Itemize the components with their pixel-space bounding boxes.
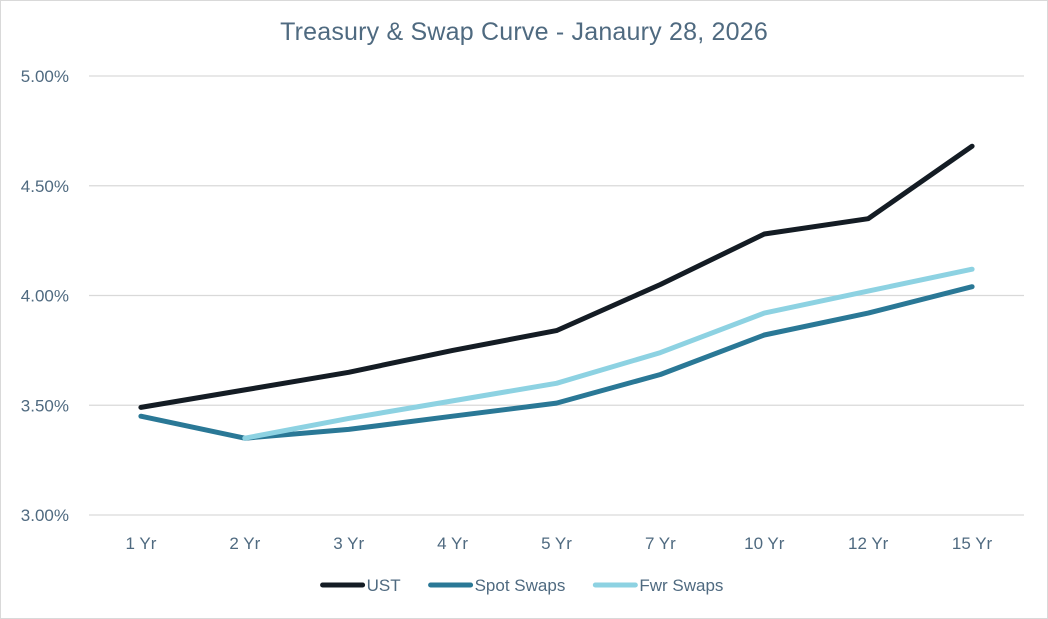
y-tick-label: 3.50% <box>21 396 69 415</box>
y-tick-label: 3.00% <box>21 506 69 525</box>
y-tick-label: 4.50% <box>21 177 69 196</box>
x-tick-label: 7 Yr <box>645 534 676 553</box>
series-lines <box>138 143 975 441</box>
legend-label: Fwr Swaps <box>639 576 723 595</box>
gridlines <box>89 75 1024 516</box>
x-tick-label: 10 Yr <box>744 534 785 553</box>
x-tick-label: 15 Yr <box>952 534 993 553</box>
legend: UST Spot Swaps Fwr Swaps <box>320 576 723 595</box>
chart-title: Treasury & Swap Curve - Janaury 28, 2026 <box>280 18 768 46</box>
x-tick-label: 12 Yr <box>848 534 889 553</box>
series-line-spot-swaps <box>138 284 975 441</box>
x-axis-ticks: 1 Yr 2 Yr 3 Yr 4 Yr 5 Yr 7 Yr 10 Yr 12 Yr 15 Yr <box>126 534 993 553</box>
legend-item-fwr-swaps: Fwr Swaps <box>592 576 723 595</box>
legend-item-spot-swaps: Spot Swaps <box>428 576 566 595</box>
series-line-fwr-swaps <box>242 266 975 441</box>
x-tick-label: 5 Yr <box>541 534 572 553</box>
x-tick-label: 1 Yr <box>126 534 157 553</box>
y-axis-ticks: 5.00% 4.50% 4.00% 3.50% 3.00% <box>21 67 69 525</box>
series-line-ust <box>138 143 975 410</box>
x-tick-label: 3 Yr <box>333 534 364 553</box>
legend-label: Spot Swaps <box>475 576 566 595</box>
y-tick-label: 5.00% <box>21 67 69 86</box>
x-tick-label: 2 Yr <box>229 534 260 553</box>
y-tick-label: 4.00% <box>21 287 69 306</box>
x-tick-label: 4 Yr <box>437 534 468 553</box>
legend-item-ust: UST <box>320 576 401 595</box>
legend-label: UST <box>367 576 401 595</box>
